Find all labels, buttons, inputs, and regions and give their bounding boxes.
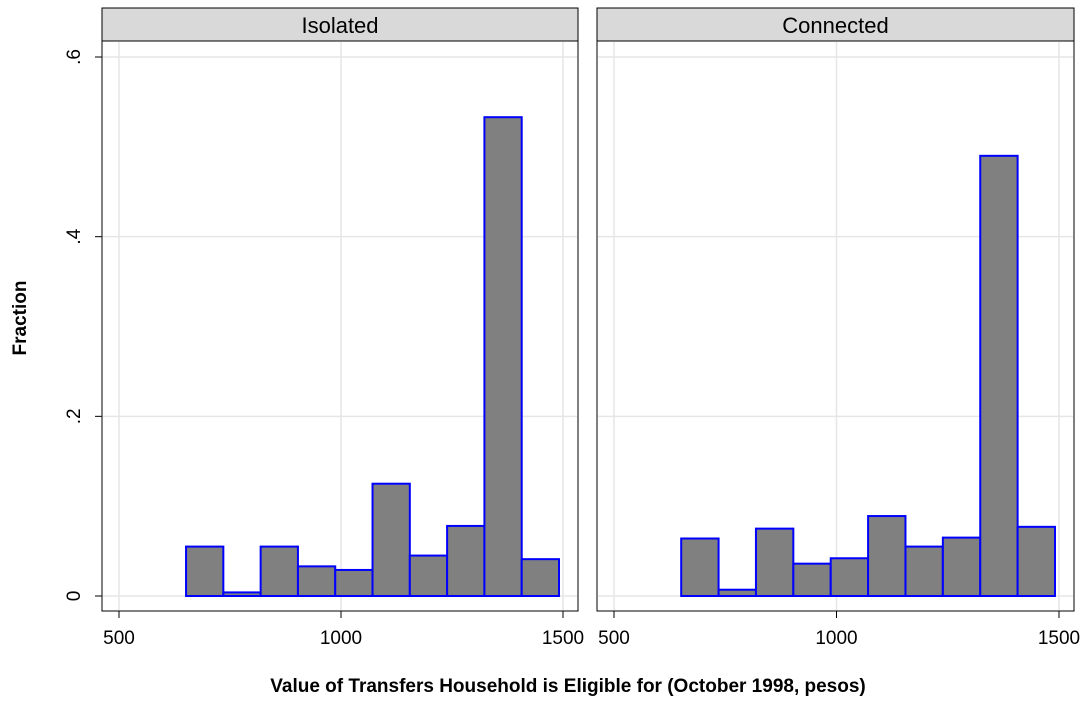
x-tick-label: 1000	[320, 628, 362, 649]
y-tick-label: .4	[64, 228, 85, 244]
panel-connected: Connected 500 1000 1500	[596, 7, 1080, 649]
histogram-bar	[446, 524, 486, 597]
histogram-bar	[904, 545, 944, 598]
histogram-bar	[680, 537, 720, 597]
histogram-bar	[717, 588, 757, 598]
panel-isolated: Isolated 500 1000 1500 0 .2 .4 .6	[64, 7, 584, 649]
x-tick-label: 1500	[542, 628, 584, 649]
histogram-bar	[371, 482, 411, 598]
x-tick-label: 1000	[815, 628, 857, 649]
histogram-bar	[222, 591, 262, 598]
y-axis-title: Fraction	[10, 281, 31, 356]
histogram-bar	[792, 562, 832, 597]
histogram-bar	[867, 515, 907, 598]
histogram-bar	[259, 545, 299, 598]
facet-panels: Isolated 500 1000 1500 0 .2 .4 .6 Connected 500 10…	[64, 7, 1080, 649]
x-tick-label: 1500	[1038, 628, 1080, 649]
histogram-bar	[520, 558, 561, 597]
y-tick-label: .2	[64, 408, 85, 424]
histogram-bar	[941, 536, 982, 598]
panel-strip	[101, 7, 579, 42]
histogram-bar	[1016, 525, 1056, 597]
histogram-bar	[334, 568, 374, 597]
histogram-bar	[408, 554, 449, 598]
histogram-bar	[483, 116, 523, 598]
x-axis-title: Value of Transfers Household is Eligible…	[270, 676, 866, 697]
panel-title: Isolated	[301, 13, 378, 38]
histogram-bar	[296, 565, 337, 597]
panel-strip	[596, 7, 1075, 42]
histogram-bar	[754, 527, 795, 597]
y-tick-label: 0	[64, 591, 85, 602]
histogram-bar	[829, 557, 870, 598]
x-tick-label: 500	[103, 628, 135, 649]
y-tick-label: .6	[64, 49, 85, 65]
histogram-bar	[979, 154, 1019, 597]
x-tick-label: 500	[598, 628, 630, 649]
panel-title: Connected	[782, 13, 888, 38]
histogram-bar	[185, 545, 225, 598]
